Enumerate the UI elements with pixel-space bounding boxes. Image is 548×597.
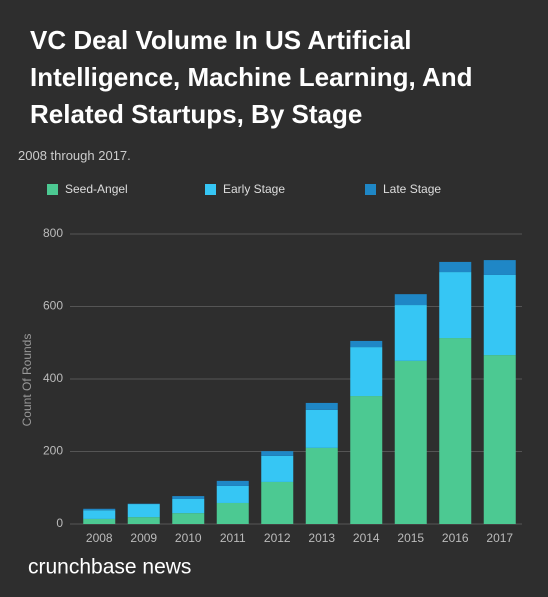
bar-segment	[350, 396, 383, 524]
bar-segment	[83, 508, 116, 511]
bar-segment	[394, 294, 427, 306]
bar-segment	[172, 496, 205, 499]
bar-segment	[439, 261, 472, 273]
bar-segment	[439, 272, 472, 339]
y-tick-label: 800	[43, 226, 63, 240]
bar-segment	[172, 513, 205, 524]
bar-segment	[216, 502, 249, 524]
x-tick-label: 2012	[264, 531, 291, 545]
y-axis-label: Count Of Rounds	[20, 334, 34, 427]
bar-segment	[439, 338, 472, 524]
bar-segment	[216, 480, 249, 486]
bar-segment	[483, 260, 516, 275]
y-tick-label: 400	[43, 371, 63, 385]
legend-swatch	[365, 184, 376, 195]
x-tick-label: 2008	[86, 531, 113, 545]
legend-swatch	[205, 184, 216, 195]
x-tick-label: 2011	[220, 531, 246, 545]
source-logo: crunchbase news	[28, 556, 191, 579]
bar-segment	[83, 510, 116, 519]
legend-label: Late Stage	[383, 182, 441, 196]
bar-segment	[350, 347, 383, 397]
legend-label: Seed-Angel	[65, 182, 128, 196]
bar-segment	[305, 409, 338, 448]
bar-segment	[350, 340, 383, 348]
x-tick-label: 2014	[353, 531, 380, 545]
y-tick-label: 0	[56, 516, 63, 530]
bar-segment	[216, 485, 249, 503]
x-tick-label: 2015	[397, 531, 424, 545]
bar-segment	[394, 360, 427, 524]
bar-segment	[127, 504, 160, 518]
chart-title: VC Deal Volume In US Artificial Intellig…	[30, 25, 473, 129]
bar-segment	[261, 455, 294, 482]
chart-subtitle: 2008 through 2017.	[18, 148, 131, 163]
bar-segment	[261, 481, 294, 524]
bar-segment	[305, 447, 338, 524]
bar-segment	[483, 355, 516, 524]
x-tick-label: 2009	[130, 531, 157, 545]
x-tick-label: 2016	[442, 531, 469, 545]
bar-segment	[305, 402, 338, 410]
legend-label: Early Stage	[223, 182, 285, 196]
bar-segment	[394, 305, 427, 361]
bar-segment	[83, 518, 116, 524]
bar-segment	[483, 274, 516, 356]
bar-segment	[172, 498, 205, 514]
x-tick-label: 2010	[175, 531, 202, 545]
x-tick-label: 2017	[486, 531, 513, 545]
y-tick-label: 200	[43, 444, 63, 458]
bar-segment	[127, 517, 160, 524]
legend-swatch	[47, 184, 58, 195]
y-tick-label: 600	[43, 299, 63, 313]
x-tick-label: 2013	[308, 531, 335, 545]
bar-segment	[261, 451, 294, 456]
